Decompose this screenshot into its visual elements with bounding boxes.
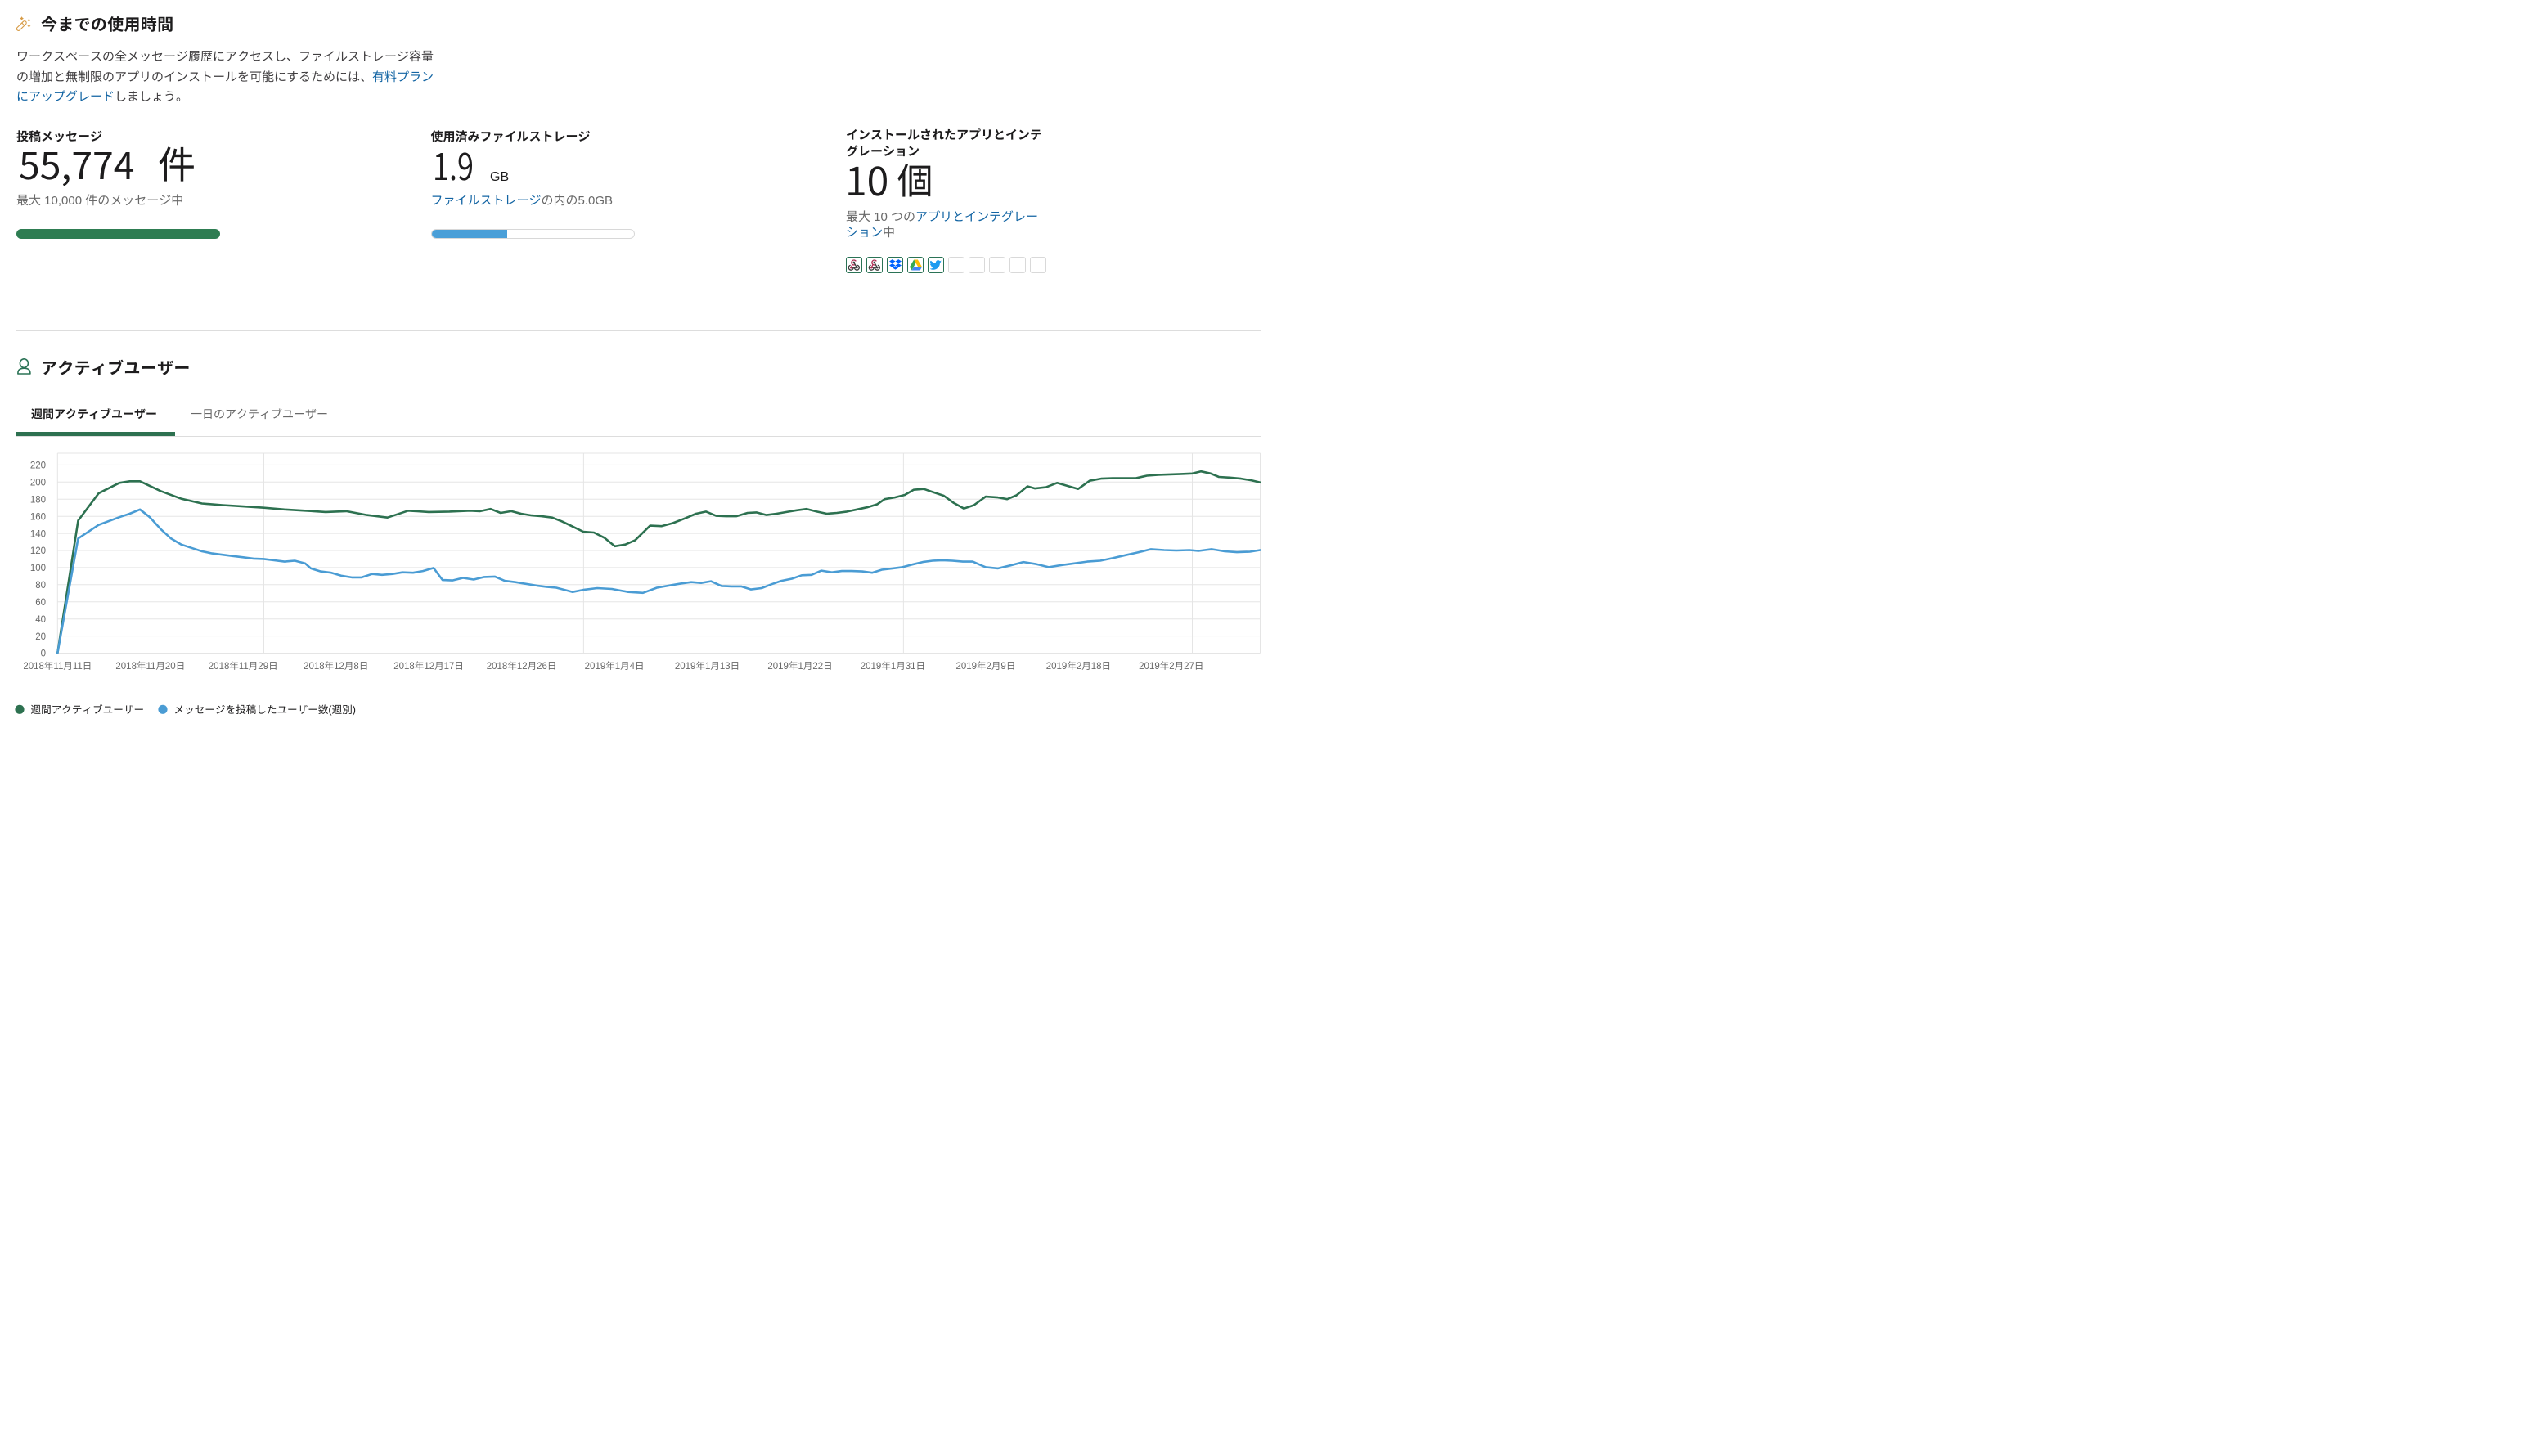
- svg-text:20: 20: [35, 632, 46, 642]
- svg-text:2019年1月31日: 2019年1月31日: [861, 661, 925, 672]
- svg-text:週間アクティブユーザー: 週間アクティブユーザー: [31, 704, 145, 716]
- svg-text:メッセージを投稿したユーザー数(週別): メッセージを投稿したユーザー数(週別): [174, 704, 356, 716]
- svg-text:120: 120: [30, 546, 46, 556]
- svg-text:0: 0: [41, 649, 46, 659]
- svg-text:220: 220: [30, 461, 46, 471]
- svg-text:60: 60: [35, 598, 46, 608]
- svg-text:2018年12月17日: 2018年12月17日: [393, 661, 464, 672]
- svg-text:200: 200: [30, 479, 46, 488]
- svg-text:2018年12月26日: 2018年12月26日: [487, 661, 557, 672]
- svg-text:80: 80: [35, 581, 46, 591]
- svg-text:2018年11月29日: 2018年11月29日: [209, 661, 278, 672]
- svg-text:2019年2月27日: 2019年2月27日: [1139, 661, 1203, 672]
- svg-text:100: 100: [30, 564, 46, 573]
- svg-text:140: 140: [30, 529, 46, 539]
- svg-text:2018年11月20日: 2018年11月20日: [115, 661, 185, 672]
- svg-text:160: 160: [30, 512, 46, 522]
- svg-text:2019年2月18日: 2019年2月18日: [1046, 661, 1111, 672]
- svg-text:40: 40: [35, 615, 46, 625]
- svg-text:180: 180: [30, 495, 46, 505]
- svg-text:2019年1月22日: 2019年1月22日: [767, 661, 832, 672]
- svg-text:2019年1月13日: 2019年1月13日: [675, 661, 740, 672]
- svg-text:2019年2月9日: 2019年2月9日: [955, 661, 1015, 672]
- svg-text:2018年11月11日: 2018年11月11日: [23, 661, 92, 672]
- svg-text:2018年12月8日: 2018年12月8日: [304, 661, 368, 672]
- svg-text:2019年1月4日: 2019年1月4日: [585, 661, 645, 672]
